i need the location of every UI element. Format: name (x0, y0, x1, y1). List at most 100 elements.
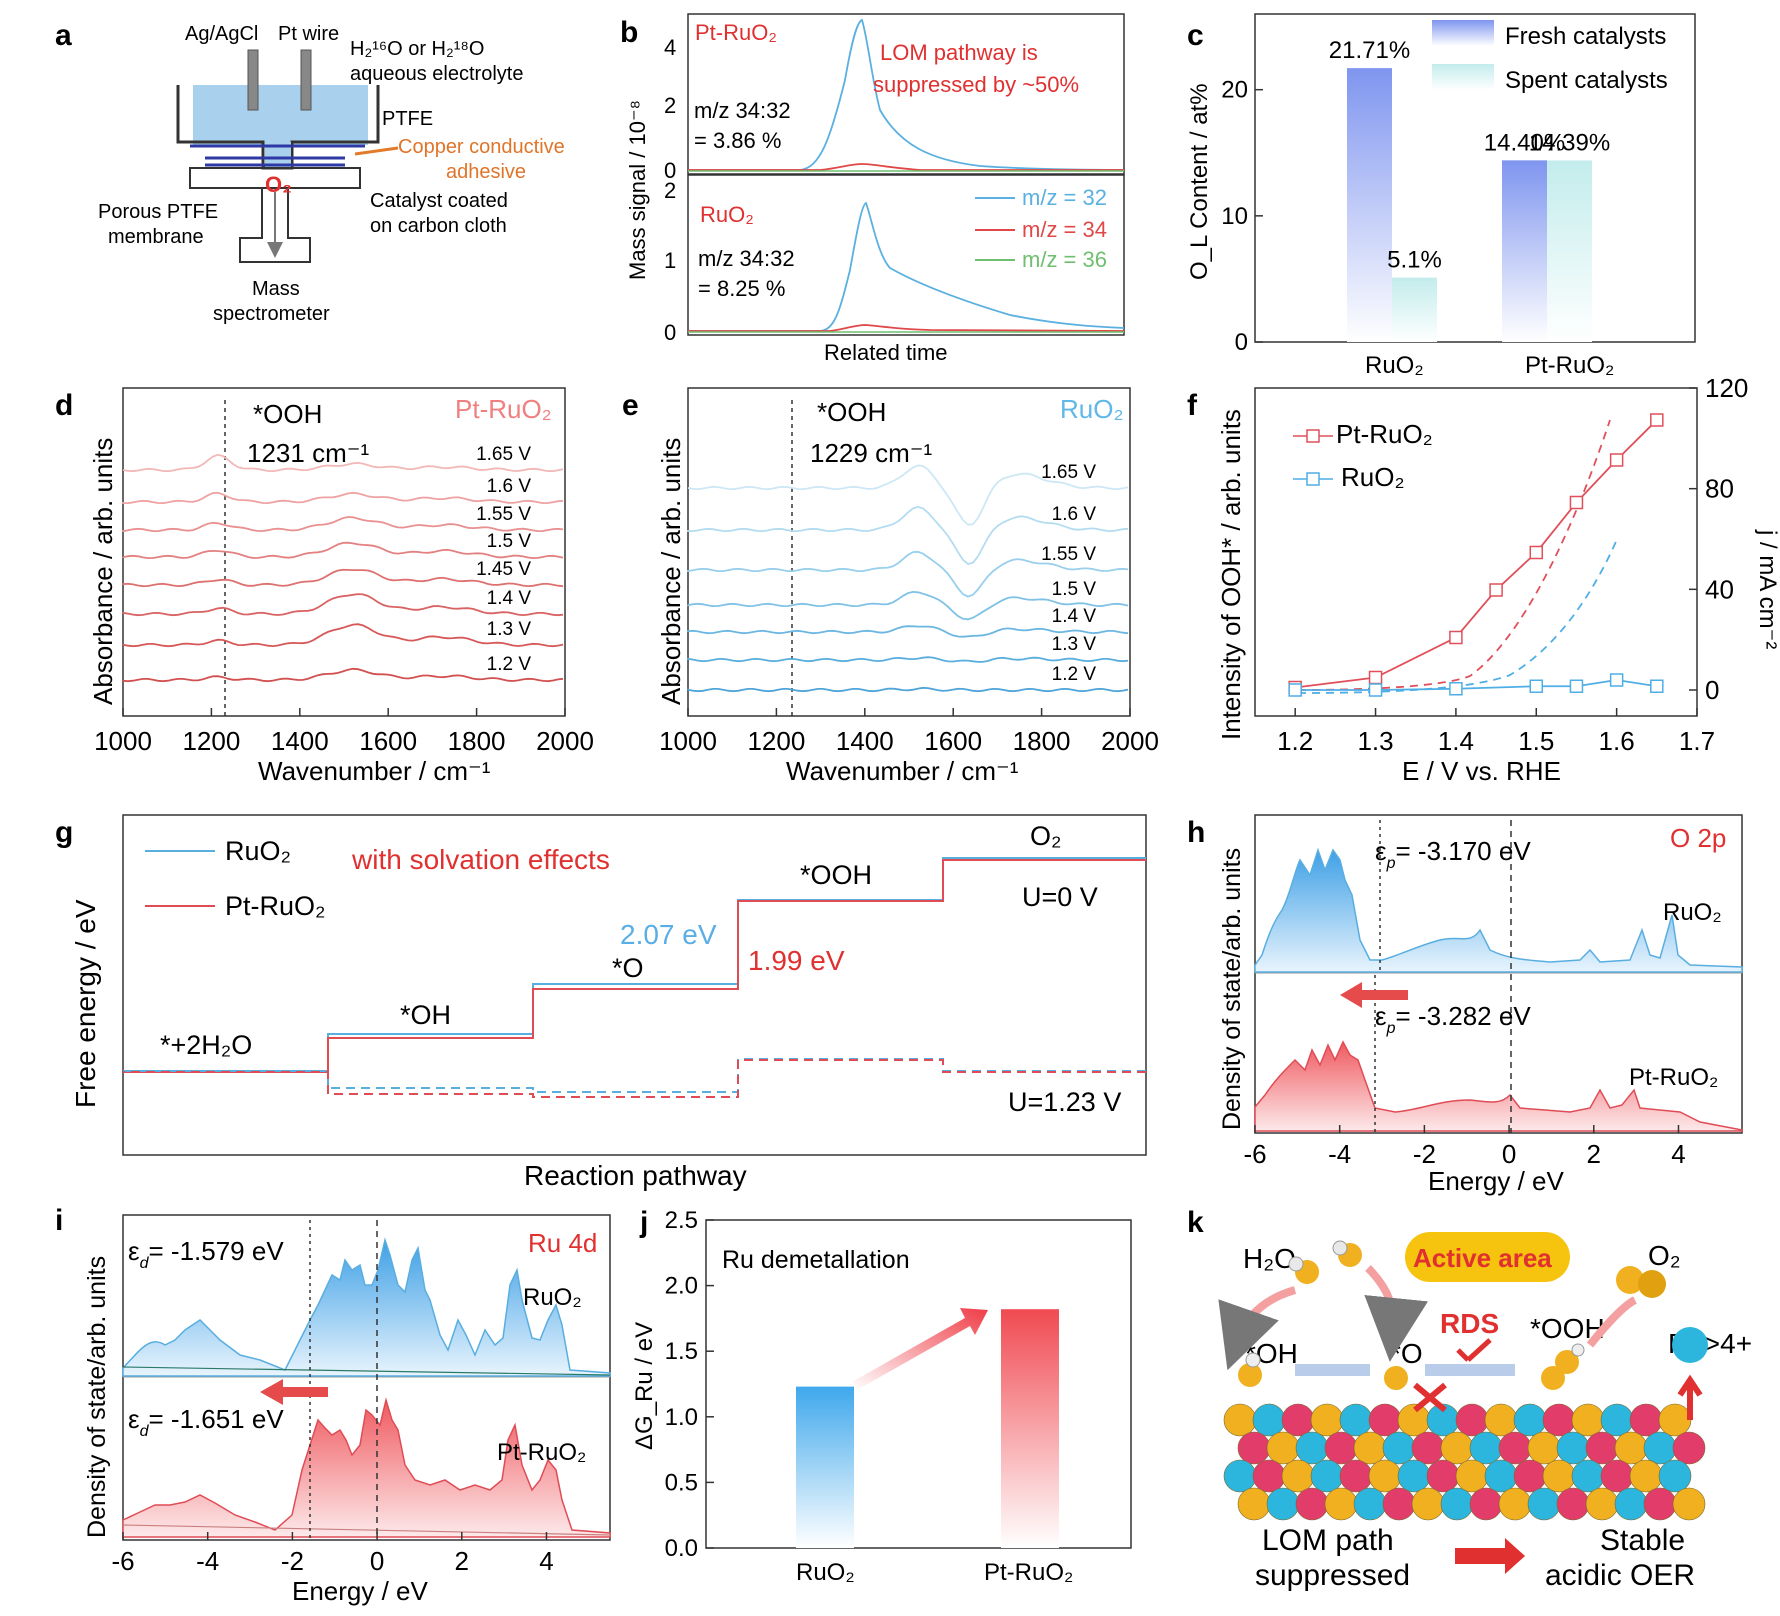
peak-wavenumber: 1231 cm⁻¹ (247, 438, 369, 468)
barrier-ptruo2: 1.99 eV (748, 945, 845, 976)
baseline-bottom (122, 1524, 611, 1536)
atom (1411, 1431, 1445, 1465)
label-rds: RDS (1440, 1308, 1499, 1339)
x-tick-label: 1.2 (1277, 726, 1313, 756)
atom (1310, 1403, 1344, 1437)
molecule-o2 (1616, 1266, 1666, 1298)
atom (1237, 1431, 1271, 1465)
atom (1455, 1403, 1489, 1437)
x-tick-label: 1.7 (1679, 726, 1715, 756)
atom (1353, 1487, 1387, 1521)
atom (1310, 1459, 1344, 1493)
x-tick-label: 2000 (536, 726, 594, 756)
x-axis-label: Wavenumber / cm⁻¹ (786, 756, 1019, 786)
chart-title: Ru demetallation (722, 1246, 910, 1274)
spectrum (122, 491, 564, 505)
state-start: *+2H₂O (160, 1030, 252, 1060)
atom (1339, 1403, 1373, 1437)
potential-label: 1.3 V (487, 619, 532, 640)
potential-label: 1.6 V (487, 476, 532, 497)
label-carbon-cloth: on carbon cloth (370, 215, 507, 237)
data-point (1489, 583, 1503, 597)
legend-ptruo2: Pt-RuO₂ (225, 891, 326, 921)
x-tick-label: -2 (1413, 1139, 1436, 1169)
atom (1245, 1352, 1261, 1368)
ms-tube (239, 188, 311, 263)
data-label: 14.40% (1484, 129, 1565, 156)
active-area-badge (1405, 1232, 1570, 1282)
category-ruo2: RuO₂ (1365, 352, 1424, 379)
plot-frame (1254, 814, 1743, 1134)
molecule-h2o (1288, 1240, 1362, 1284)
cross-icon (1413, 1382, 1447, 1413)
plot-frame-bottom (687, 174, 1125, 336)
label-membrane: membrane (108, 226, 204, 248)
panel-h: h εp= -3.170 eV εp= -3.282 eV O 2p RuO₂ … (1187, 814, 1743, 1196)
spectrum (687, 590, 1129, 621)
potential-label: 1.65 V (1041, 462, 1096, 483)
y-tick-label: 80 (1705, 474, 1734, 504)
panel-letter: h (1187, 816, 1205, 849)
y-axis-label: Mass signal / 10⁻⁸ (625, 100, 650, 280)
up-arrow-icon (1677, 1374, 1703, 1420)
atom (1629, 1403, 1663, 1437)
atom (1643, 1431, 1677, 1465)
atom (1513, 1459, 1547, 1493)
x-tick-label: 2 (1587, 1139, 1601, 1169)
spectrum (122, 516, 564, 533)
category-ruo2: RuO₂ (796, 1559, 855, 1586)
orbital-title: O 2p (1670, 823, 1726, 853)
atom (1469, 1487, 1503, 1521)
y-tick-label: 2.5 (665, 1207, 698, 1234)
label-catalyst: Catalyst coated (370, 190, 508, 212)
panel-c: c O_L Content / at% 0 10 20 21.71% 14.40% 5.… (1186, 13, 1696, 379)
panel-letter: i (55, 1204, 63, 1237)
legend-mz32: m/z = 32 (1022, 185, 1107, 210)
label-electrolyte: aqueous electrolyte (350, 63, 523, 85)
panel-letter: b (620, 16, 638, 49)
barrier-ruo2: 2.07 eV (620, 919, 717, 950)
bar (1547, 160, 1592, 342)
active-area-label: Active area (1413, 1243, 1552, 1273)
atom (1469, 1431, 1503, 1465)
y-axis-label: Density of state/arb. units (83, 1256, 111, 1538)
epsilon-ptruo2: εd= -1.651 eV (128, 1404, 284, 1440)
x-tick-label: 1.4 (1438, 726, 1474, 756)
electrolyte (193, 85, 368, 145)
atom (1440, 1487, 1474, 1521)
pt-ruo2-lsv (1297, 419, 1611, 691)
x-tick-label: 1600 (924, 726, 982, 756)
potential-label: 1.5 V (1052, 579, 1097, 600)
data-point (1288, 683, 1302, 697)
category-ptruo2: Pt-RuO₂ (984, 1559, 1073, 1586)
atom (1555, 1350, 1579, 1374)
series-mz34-bottom (688, 324, 1125, 332)
atom (1643, 1487, 1677, 1521)
spectrum (122, 667, 564, 683)
data-point (1529, 679, 1544, 693)
x-tick-label: 0 (1502, 1139, 1516, 1169)
peak-label: *OOH (817, 397, 886, 427)
atom (1384, 1366, 1408, 1390)
ytick: 4 (664, 35, 676, 60)
label-h2o: H₂¹⁶O or H₂¹⁸O (350, 38, 484, 60)
series-ptruo2 (1295, 419, 1658, 689)
atom (1585, 1431, 1619, 1465)
x-axis-label: Energy / eV (292, 1576, 429, 1606)
atom (1484, 1403, 1518, 1437)
ptruo2-u0-path (123, 859, 1146, 1073)
legend-fresh: Fresh catalysts (1505, 23, 1666, 50)
data-point (1569, 679, 1584, 693)
arrow-ooh-to-o2 (1586, 1296, 1637, 1348)
ruo2-u123-path (123, 1058, 1146, 1093)
y-tick-label: 1.5 (665, 1338, 698, 1365)
panel-f: f 1.2 1.3 1.4 1.5 1.6 1.7 0 40 80 120 Intensity … (1187, 373, 1780, 786)
state-o: *O (612, 953, 644, 983)
atom (1571, 1459, 1605, 1493)
potential-label: 1.5 V (487, 531, 532, 552)
spectrum (687, 686, 1129, 693)
spectrum (687, 625, 1129, 638)
epsilon-ptruo2-value: = -1.651 eV (149, 1404, 285, 1434)
atom (1585, 1487, 1619, 1521)
